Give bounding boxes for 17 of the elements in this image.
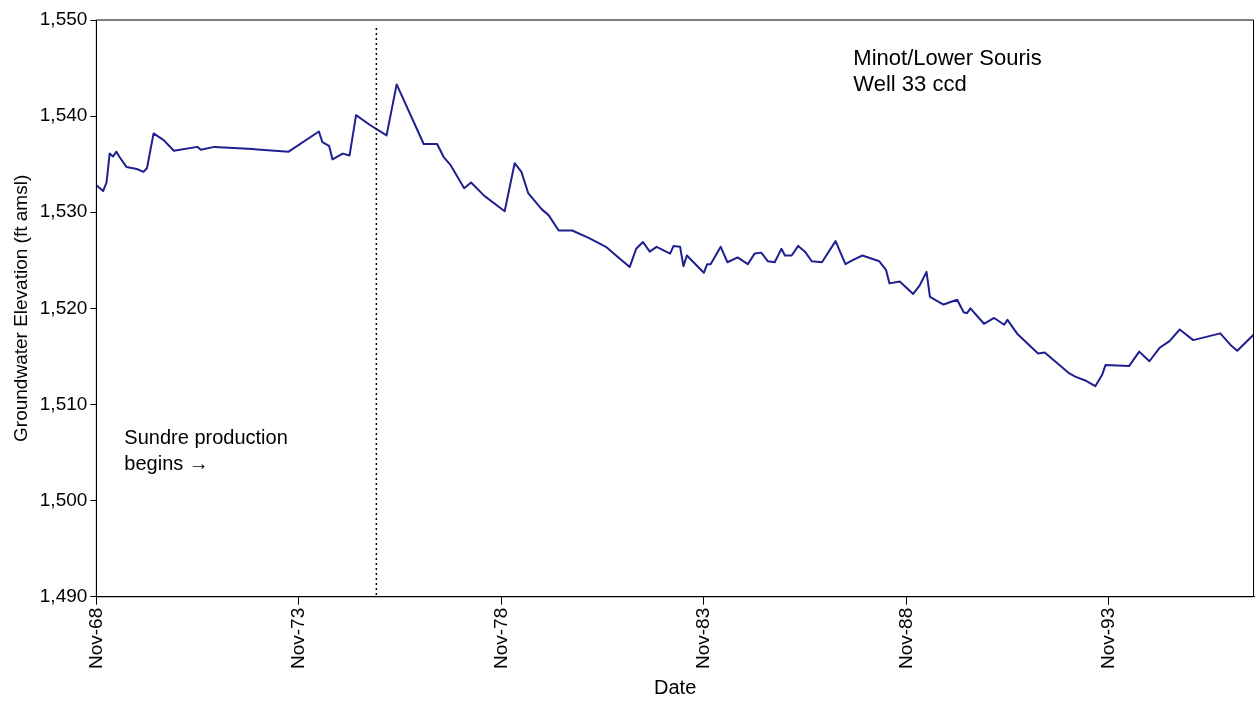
ref-line-label: Sundre production begins → <box>124 426 288 474</box>
x-tick-label: Nov-88 <box>894 607 916 669</box>
y-tick-label: 1,530 <box>39 200 88 222</box>
y-tick-label: 1,520 <box>39 296 88 318</box>
x-tick-label: Nov-73 <box>287 607 309 669</box>
x-tick-label: Nov-68 <box>84 607 106 669</box>
y-tick-label: 1,500 <box>39 488 88 510</box>
y-tick-label: 1,490 <box>39 584 88 606</box>
x-tick-label: Nov-83 <box>692 607 714 669</box>
x-tick-label: Nov-93 <box>1097 607 1119 669</box>
y-tick-label: 1,540 <box>39 104 88 126</box>
annotation: Minot/Lower Souris Well 33 ccd <box>853 45 1042 96</box>
y-tick-label: 1,550 <box>39 8 88 30</box>
x-axis-title: Date <box>654 675 697 698</box>
y-axis-title: Groundwater Elevation (ft amsl) <box>9 174 31 442</box>
x-tick-label: Nov-78 <box>489 607 511 669</box>
y-tick-label: 1,510 <box>39 392 88 414</box>
